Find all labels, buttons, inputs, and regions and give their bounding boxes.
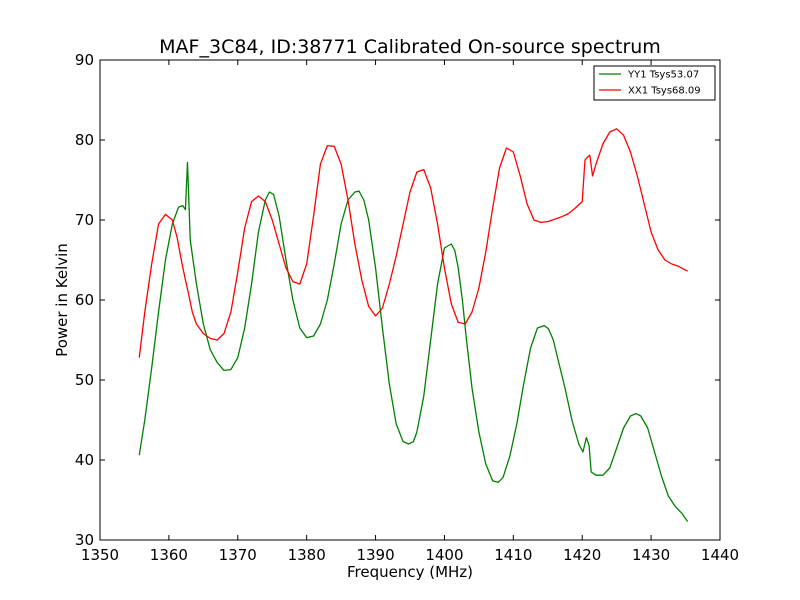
x-tick-label: 1400	[425, 546, 463, 564]
series-line-0	[138, 161, 689, 522]
legend-box	[593, 65, 716, 101]
legend-label-0: YY1 Tsys53.07	[627, 70, 699, 81]
x-tick-label: 1350	[81, 546, 119, 564]
y-tick-label: 40	[75, 451, 94, 469]
x-tick-label: 1360	[150, 546, 188, 564]
plot-lines	[138, 128, 689, 522]
x-tick-label: 1430	[632, 546, 670, 564]
series-line-1	[138, 128, 688, 358]
x-axis-label: Frequency (MHz)	[347, 563, 473, 581]
x-tick-label: 1370	[219, 546, 257, 564]
x-tick-label: 1440	[701, 546, 739, 564]
legend: YY1 Tsys53.07 XX1 Tsys68.09	[593, 65, 716, 101]
y-tick-label: 30	[75, 531, 94, 549]
axes: 1350 1360 1370 1380 1390 1400 1410 1420 1430 1440…	[75, 51, 739, 564]
y-tick-label: 50	[75, 371, 94, 389]
y-tick-label: 90	[75, 51, 94, 69]
y-tick-label: 60	[75, 291, 94, 309]
x-tick-label: 1390	[356, 546, 394, 564]
x-tick-label: 1410	[494, 546, 532, 564]
chart-title: MAF_3C84, ID:38771 Calibrated On-source …	[159, 36, 661, 58]
x-tick-label: 1380	[288, 546, 326, 564]
y-tick-label: 80	[75, 131, 94, 149]
y-tick-label: 70	[75, 211, 94, 229]
legend-label-1: XX1 Tsys68.09	[628, 86, 701, 97]
x-tick-label: 1420	[563, 546, 601, 564]
y-axis-label: Power in Kelvin	[53, 243, 71, 357]
